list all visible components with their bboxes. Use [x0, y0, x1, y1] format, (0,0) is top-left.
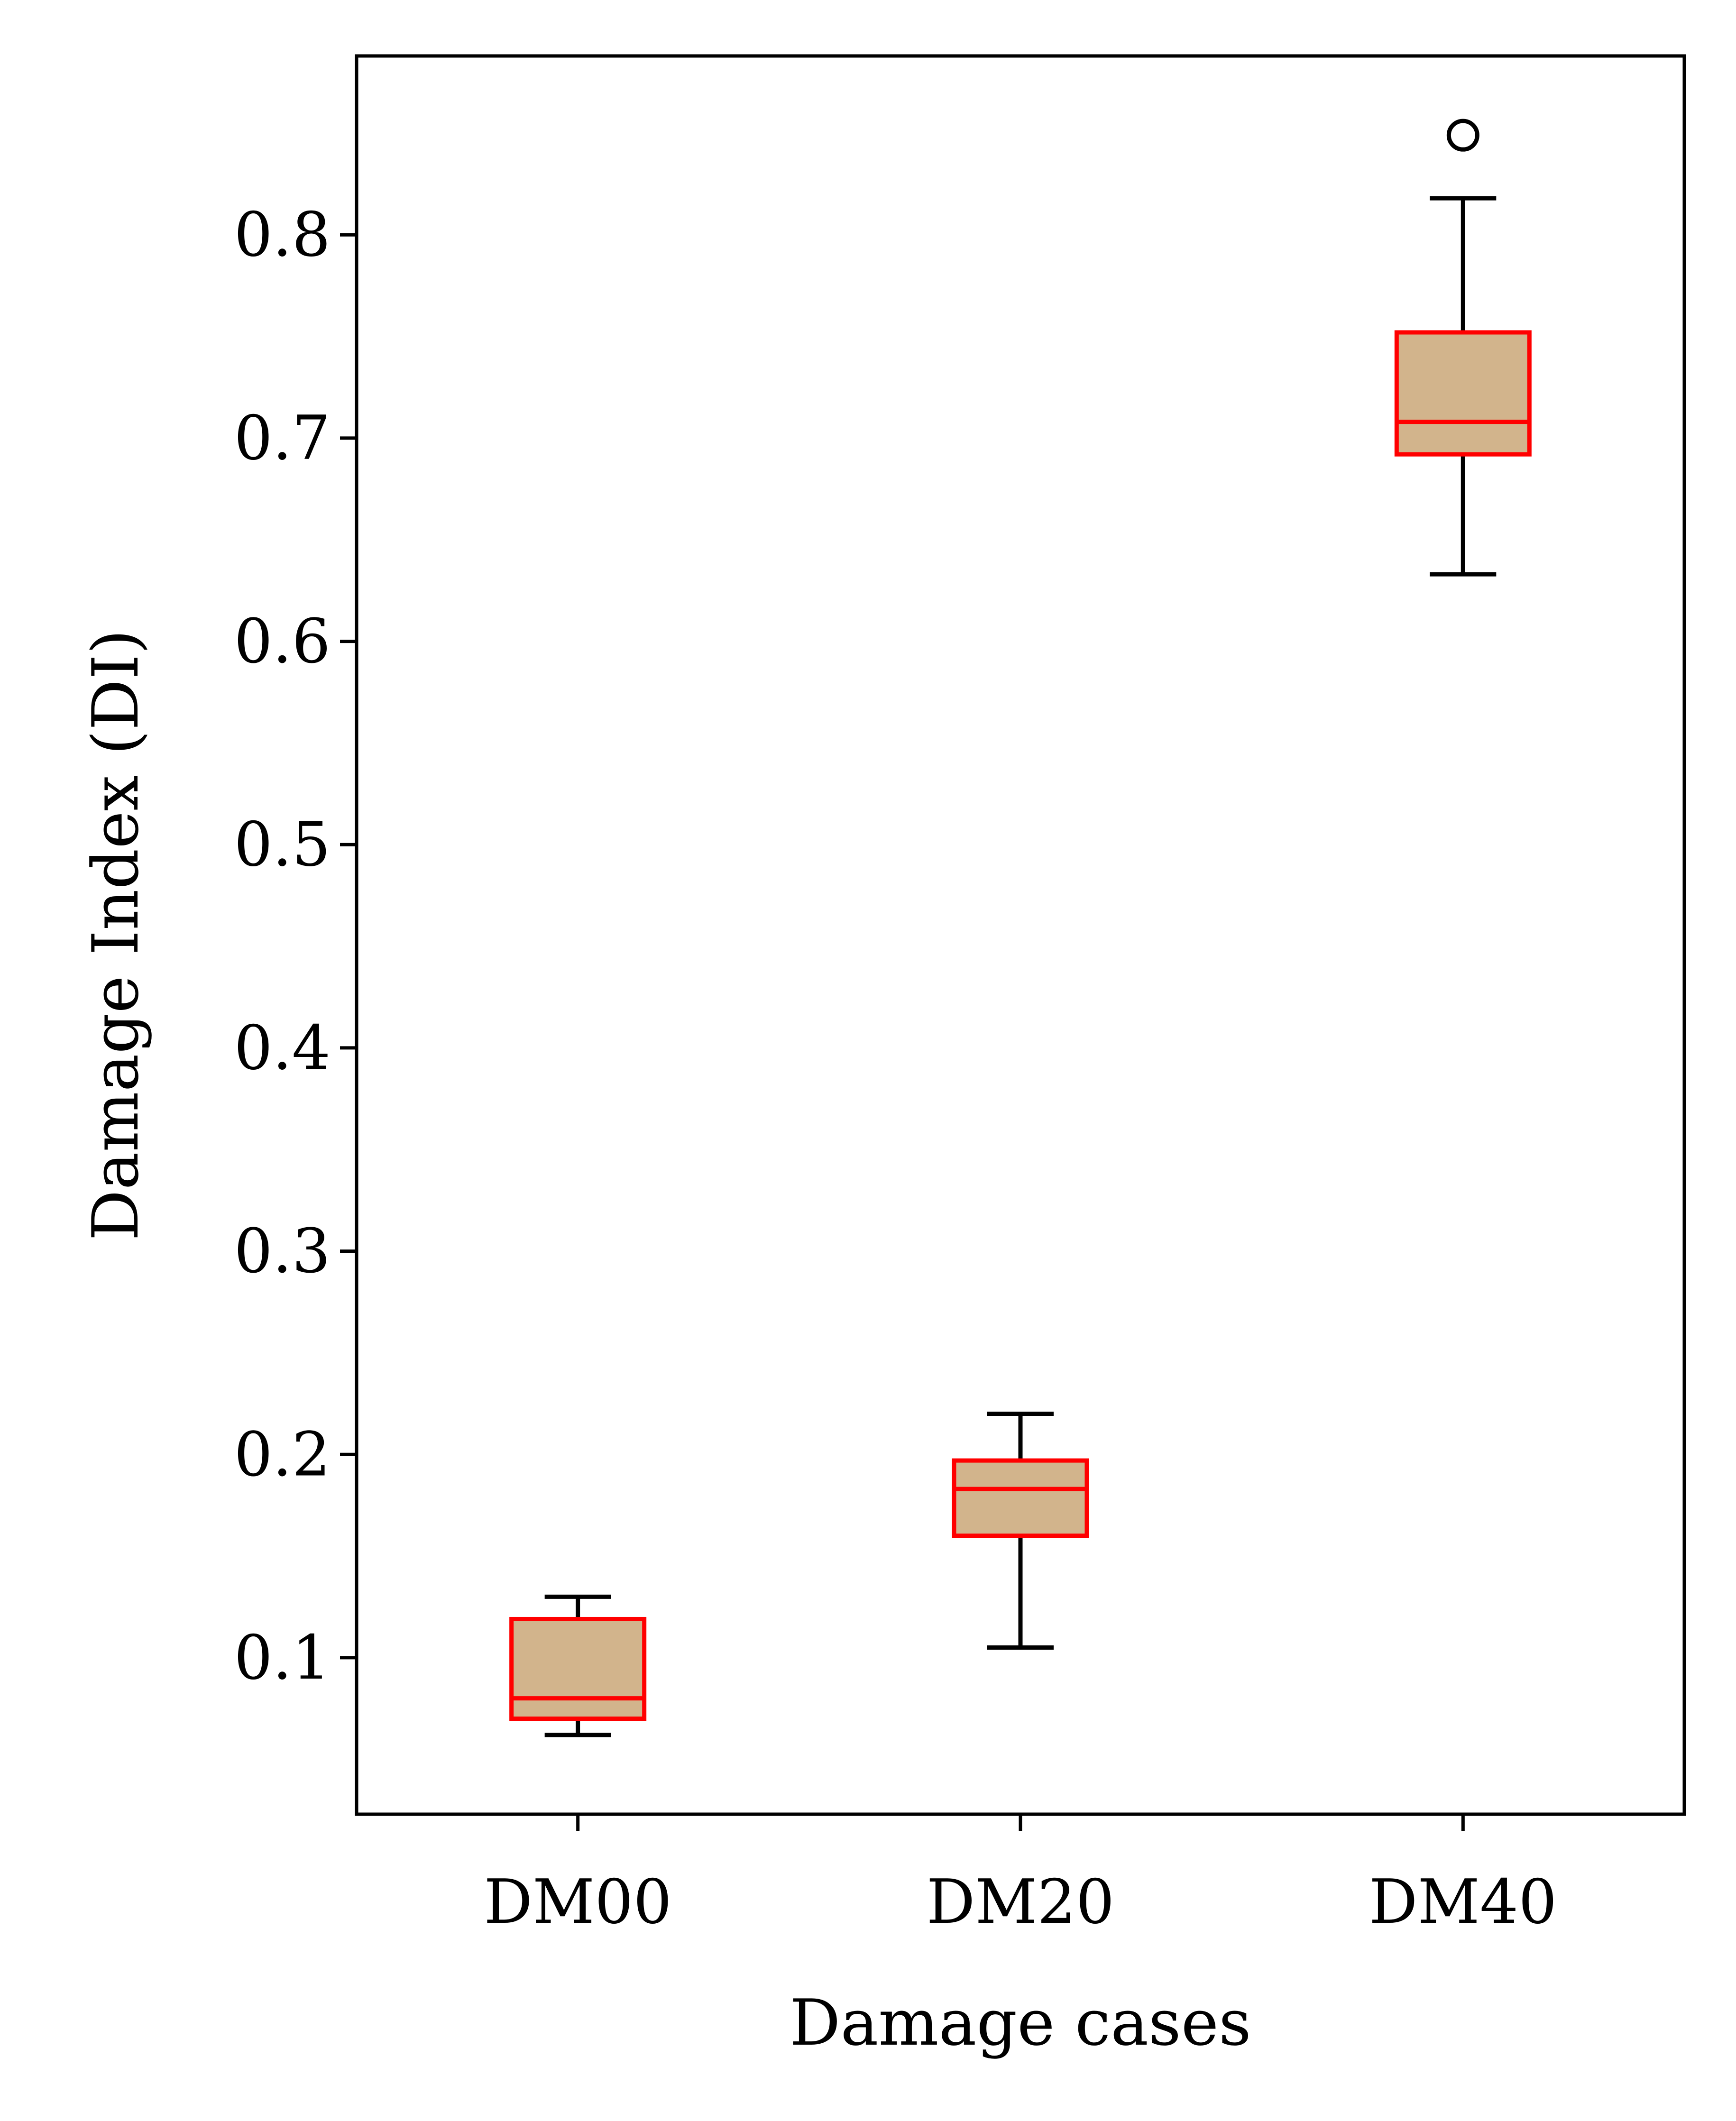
y-tick-label: 0.1: [234, 1623, 331, 1693]
box-iqr: [952, 1458, 1089, 1538]
y-tick-label: 0.5: [234, 809, 331, 880]
box-group-dm20: [952, 1412, 1089, 1650]
outlier-point: [1446, 119, 1479, 152]
y-tick-label: 0.8: [234, 200, 331, 270]
x-tick-label: DM20: [927, 1867, 1115, 1937]
x-tick-label: DM40: [1369, 1867, 1557, 1937]
plot-marks: [509, 119, 1532, 1737]
y-tick-label: 0.6: [234, 606, 331, 677]
x-tick-label: DM00: [484, 1867, 672, 1937]
y-tick-label: 0.2: [234, 1419, 331, 1490]
x-axis: DM00 DM20 DM40: [484, 1814, 1557, 1937]
box-iqr: [509, 1616, 647, 1721]
y-tick-label: 0.3: [234, 1216, 331, 1287]
box-group-dm00: [509, 1594, 647, 1737]
y-axis-title: Damage Index (DI): [79, 629, 153, 1240]
x-axis-title: Damage cases: [790, 1986, 1251, 2060]
y-tick-label: 0.7: [234, 403, 331, 474]
y-tick-label: 0.4: [234, 1013, 331, 1083]
box-iqr: [1394, 330, 1532, 457]
box-group-dm40: [1394, 119, 1532, 577]
y-axis: 0.1 0.2 0.3 0.4 0.5 0.6 0.7 0.8: [234, 200, 357, 1693]
